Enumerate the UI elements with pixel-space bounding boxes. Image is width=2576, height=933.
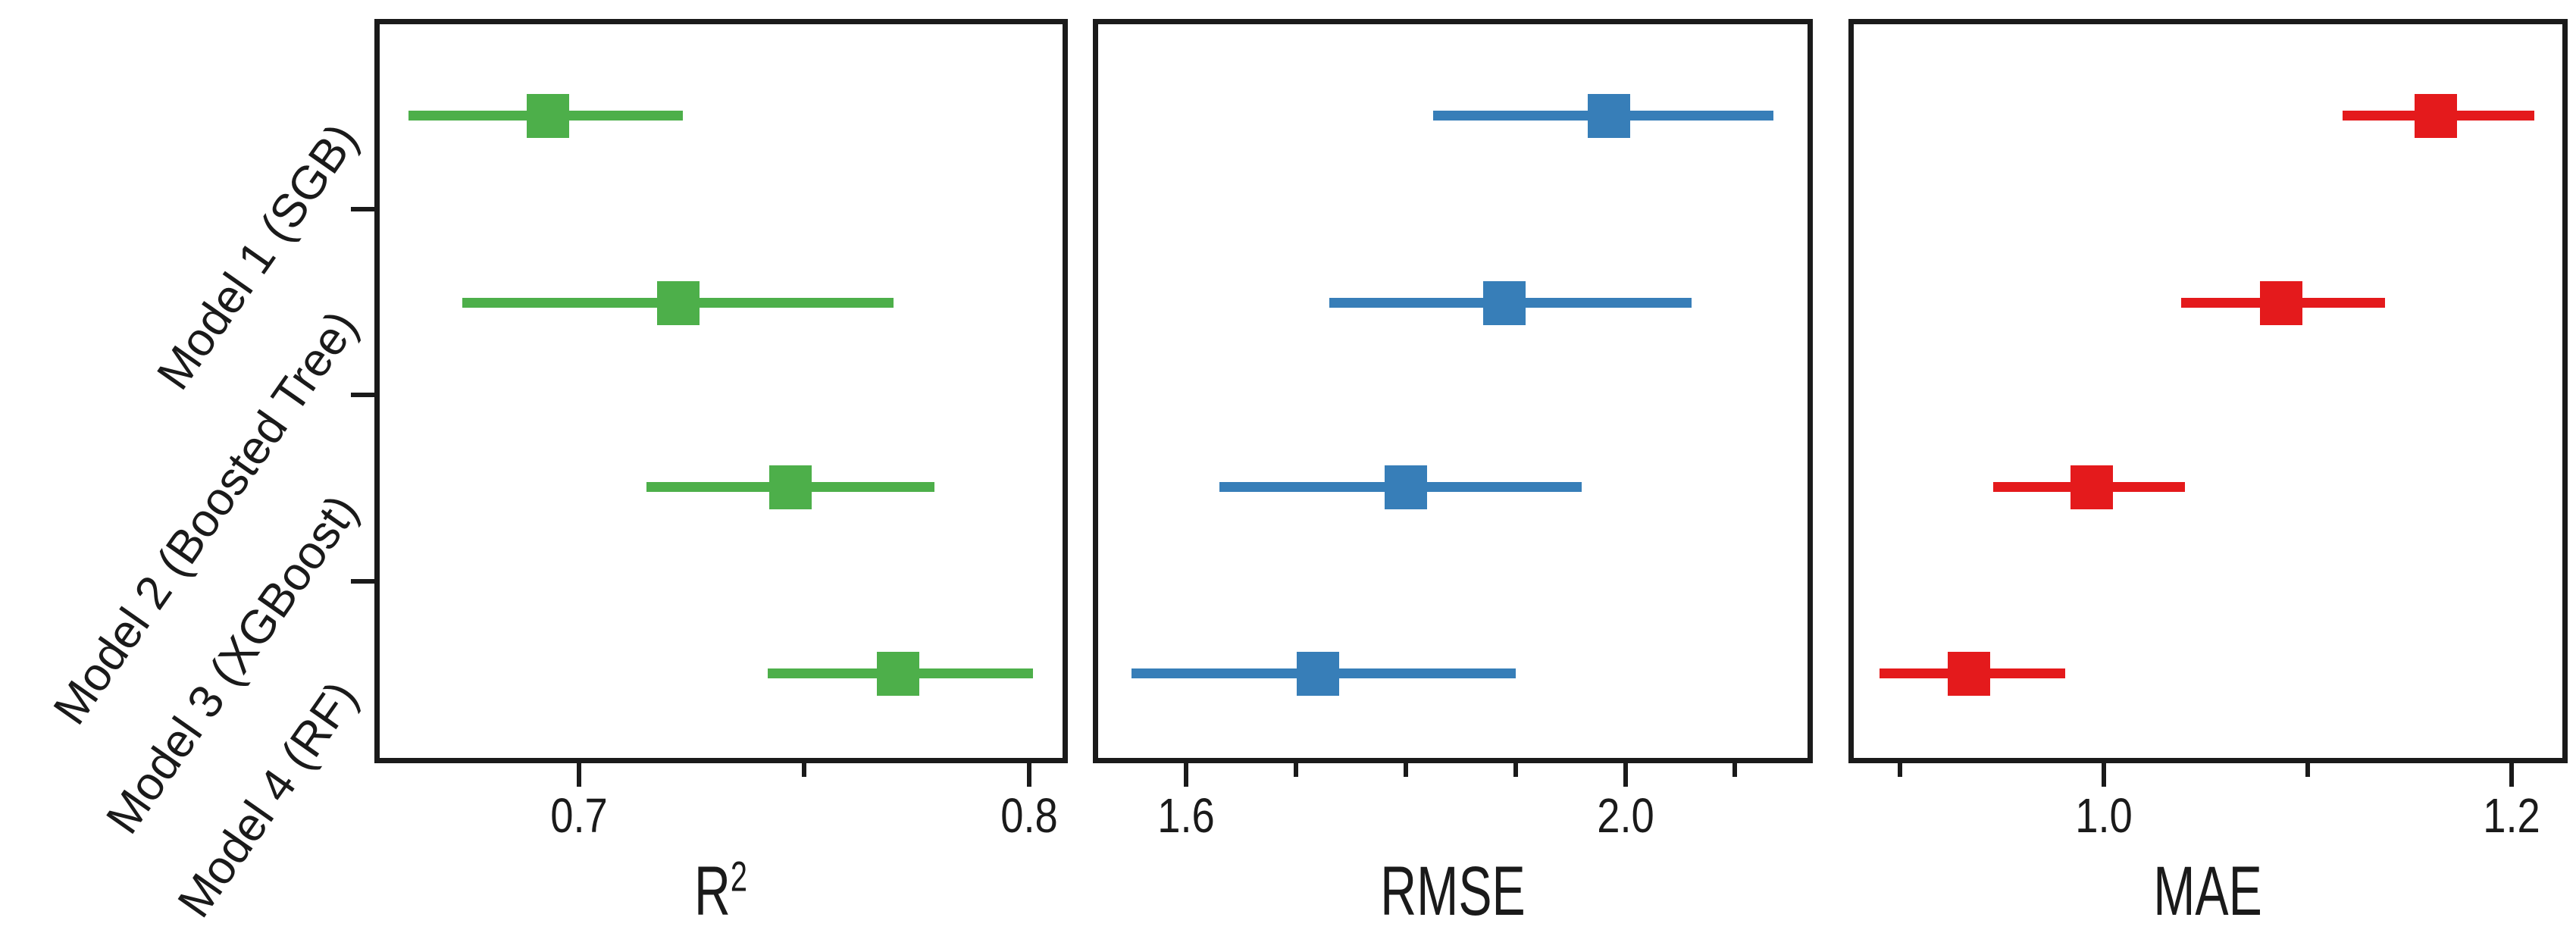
panel-mae	[1848, 19, 2568, 763]
axis-title-rmse: RMSE	[1262, 855, 1644, 928]
x-tick-label: 2.0	[1596, 788, 1654, 843]
x-tick-label: 1.2	[2483, 788, 2540, 843]
x-tick-label: 0.7	[550, 788, 608, 843]
x-minor-tick	[1294, 763, 1299, 777]
square-marker	[1297, 652, 1340, 696]
axis-title-text: RMSE	[1379, 853, 1526, 930]
x-tick-label: 1.0	[2074, 788, 2133, 843]
panel-rmse	[1093, 19, 1813, 763]
x-minor-tick	[2305, 763, 2310, 777]
square-marker	[877, 652, 920, 696]
axis-title-superscript: 2	[730, 853, 747, 900]
axis-title-r: R2	[530, 855, 912, 928]
square-marker	[2259, 281, 2302, 325]
square-marker	[1587, 94, 1630, 138]
x-minor-tick	[1897, 763, 1902, 777]
y-axis-tick	[351, 393, 374, 397]
square-marker	[656, 281, 700, 325]
x-minor-tick	[1732, 763, 1738, 777]
panel-r	[374, 19, 1068, 763]
x-major-tick	[1184, 763, 1189, 787]
x-tick-label: 0.8	[1000, 788, 1058, 843]
square-marker	[1948, 652, 1991, 696]
axis-title-text: MAE	[2153, 853, 2262, 930]
y-axis-tick	[351, 207, 374, 211]
axis-title-mae: MAE	[2017, 855, 2399, 928]
square-marker	[2070, 465, 2113, 509]
square-marker	[526, 94, 569, 138]
x-minor-tick	[1513, 763, 1518, 777]
x-major-tick	[1026, 763, 1031, 787]
y-axis-tick	[351, 579, 374, 584]
x-minor-tick	[1403, 763, 1408, 777]
x-minor-tick	[801, 763, 806, 777]
axis-title-text: R	[694, 853, 731, 930]
square-marker	[1384, 465, 1427, 509]
y-category-label: Model 3 (XGBoost)	[95, 485, 368, 844]
x-tick-label: 1.6	[1157, 788, 1216, 843]
x-major-tick	[1623, 763, 1628, 787]
square-marker	[2415, 94, 2458, 138]
x-major-tick	[577, 763, 582, 787]
x-major-tick	[2509, 763, 2515, 787]
x-major-tick	[2101, 763, 2106, 787]
square-marker	[768, 465, 812, 509]
square-marker	[1483, 281, 1526, 325]
